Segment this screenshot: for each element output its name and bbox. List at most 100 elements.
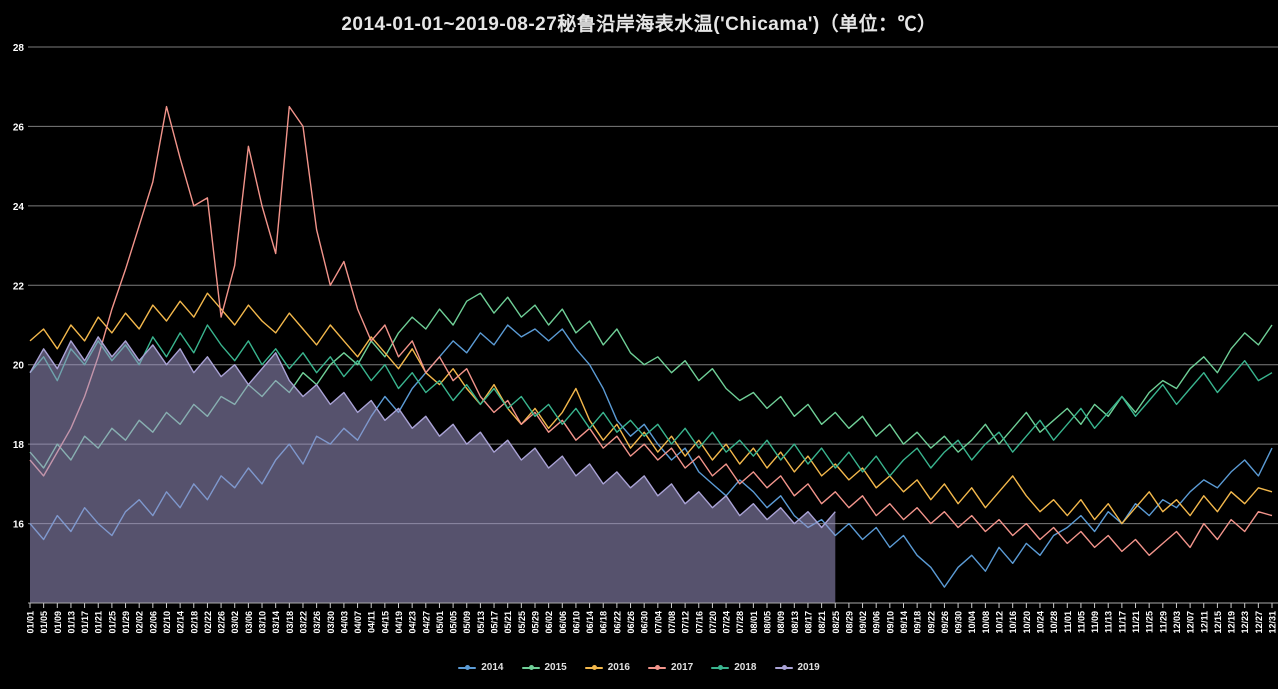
x-tick-label: 03/02 [230, 611, 240, 634]
x-tick-label: 05/21 [503, 611, 513, 634]
x-tick-label: 08/29 [844, 611, 854, 634]
legend-line-icon [584, 665, 603, 670]
x-tick-label: 11/21 [1131, 611, 1141, 633]
x-tick-label: 05/01 [435, 611, 445, 634]
x-tick-label: 10/04 [967, 611, 977, 634]
x-tick-label: 05/13 [476, 611, 486, 634]
legend-line-icon [458, 665, 477, 670]
legend-item-2018[interactable]: 2018 [711, 662, 757, 673]
x-tick-label: 12/15 [1213, 611, 1223, 634]
legend-line-icon [774, 665, 793, 670]
series-2017 [29, 105, 1273, 556]
x-tick-label: 08/01 [749, 611, 759, 634]
x-tick-label: 02/06 [148, 611, 158, 634]
x-tick-label: 04/11 [367, 611, 377, 633]
series-2019-area [30, 336, 836, 603]
x-tick-label: 09/06 [872, 611, 882, 634]
legend-item-2016[interactable]: 2016 [584, 662, 630, 673]
x-tick-label: 11/25 [1145, 611, 1155, 633]
series-2016 [29, 292, 1273, 525]
x-tick-label: 02/10 [162, 611, 172, 634]
legend-line-icon [521, 665, 540, 670]
x-tick-label: 07/16 [694, 611, 704, 634]
x-tick-label: 11/09 [1090, 611, 1100, 633]
x-tick-label: 07/20 [708, 611, 718, 634]
x-tick-label: 09/18 [913, 611, 923, 634]
x-tick-label: 02/18 [189, 611, 199, 634]
x-tick-label: 08/25 [831, 611, 841, 634]
x-tick-label: 09/02 [858, 611, 868, 634]
legend-item-2017[interactable]: 2017 [648, 662, 693, 673]
series-2019-line [29, 336, 836, 529]
x-tick-label: 07/08 [667, 611, 677, 634]
series-2018-line [29, 324, 1273, 477]
x-tick-label: 11/01 [1063, 611, 1073, 633]
y-tick-label: 26 [13, 122, 25, 133]
x-tick-label: 06/02 [544, 611, 554, 634]
x-tick-label: 05/29 [531, 611, 541, 634]
x-tick-label: 04/15 [380, 611, 390, 634]
x-tick-label: 05/17 [490, 611, 500, 634]
series-2016-line [29, 292, 1273, 525]
x-tick-label: 03/14 [271, 611, 281, 634]
x-tick-label: 09/10 [885, 611, 895, 634]
x-tick-label: 04/19 [394, 611, 404, 634]
legend-item-2014[interactable]: 2014 [458, 662, 504, 673]
x-tick-label: 03/22 [299, 611, 309, 634]
x-tick-label: 04/27 [421, 611, 431, 634]
x-axis [28, 602, 1278, 608]
x-tick-label: 10/20 [1022, 611, 1032, 634]
legend-item-2015[interactable]: 2015 [521, 662, 567, 673]
x-tick-label: 12/11 [1199, 611, 1209, 633]
x-tick-label: 12/19 [1227, 611, 1237, 634]
y-tick-label: 16 [13, 520, 25, 531]
x-tick-label: 06/10 [571, 611, 581, 634]
x-tick-label: 01/17 [80, 611, 90, 634]
x-tick-label: 03/10 [258, 611, 268, 634]
y-tick-label: 22 [13, 281, 25, 292]
x-tick-label: 06/22 [612, 611, 622, 634]
x-tick-label: 10/16 [1008, 611, 1018, 634]
x-tick-label: 07/12 [681, 611, 691, 634]
x-tick-label: 04/23 [408, 611, 418, 634]
x-tick-label: 08/13 [790, 611, 800, 634]
x-tick-label: 12/03 [1172, 611, 1182, 634]
x-tick-label: 04/07 [353, 611, 363, 634]
x-tick-label: 07/24 [722, 611, 732, 634]
x-tick-label: 11/13 [1104, 611, 1114, 633]
y-tick-label: 24 [13, 202, 25, 213]
legend-item-2019[interactable]: 2019 [774, 662, 820, 673]
x-tick-label: 03/18 [285, 611, 295, 634]
x-tick-label: 06/26 [626, 611, 636, 634]
x-tick-label: 01/25 [107, 611, 117, 634]
x-tick-label: 10/12 [995, 611, 1005, 634]
x-tick-label: 08/21 [817, 611, 827, 634]
x-tick-label: 05/09 [462, 611, 472, 634]
x-tick-label: 01/29 [121, 611, 131, 634]
x-tick-label: 10/08 [981, 611, 991, 634]
legend-item-label: 2017 [671, 662, 694, 673]
y-tick-label: 18 [13, 440, 25, 451]
chart-title: 2014-01-01~2019-08-27秘鲁沿岸海表水温('Chicama')… [341, 14, 937, 35]
x-tick-label: 06/18 [599, 611, 609, 634]
legend-line-icon [711, 665, 730, 670]
y-axis-labels: 16 18 20 22 24 26 28 [13, 43, 25, 531]
legend-item-label: 2019 [797, 662, 820, 673]
x-tick-label: 01/01 [26, 611, 36, 634]
x-tick-label: 07/04 [653, 611, 663, 634]
x-tick-label: 01/21 [94, 611, 104, 634]
x-tick-label: 09/30 [954, 611, 964, 634]
x-tick-label: 09/26 [940, 611, 950, 634]
legend-item-label: 2015 [544, 662, 567, 673]
series-group [29, 105, 1273, 603]
x-tick-label: 11/17 [1117, 611, 1127, 633]
x-tick-label: 03/26 [312, 611, 322, 634]
x-tick-label: 12/27 [1254, 611, 1264, 634]
x-tick-label: 05/05 [449, 611, 459, 634]
y-tick-label: 28 [13, 43, 25, 54]
legend-item-label: 2016 [607, 662, 630, 673]
series-2018 [29, 324, 1273, 477]
x-tick-label: 06/14 [585, 611, 595, 634]
